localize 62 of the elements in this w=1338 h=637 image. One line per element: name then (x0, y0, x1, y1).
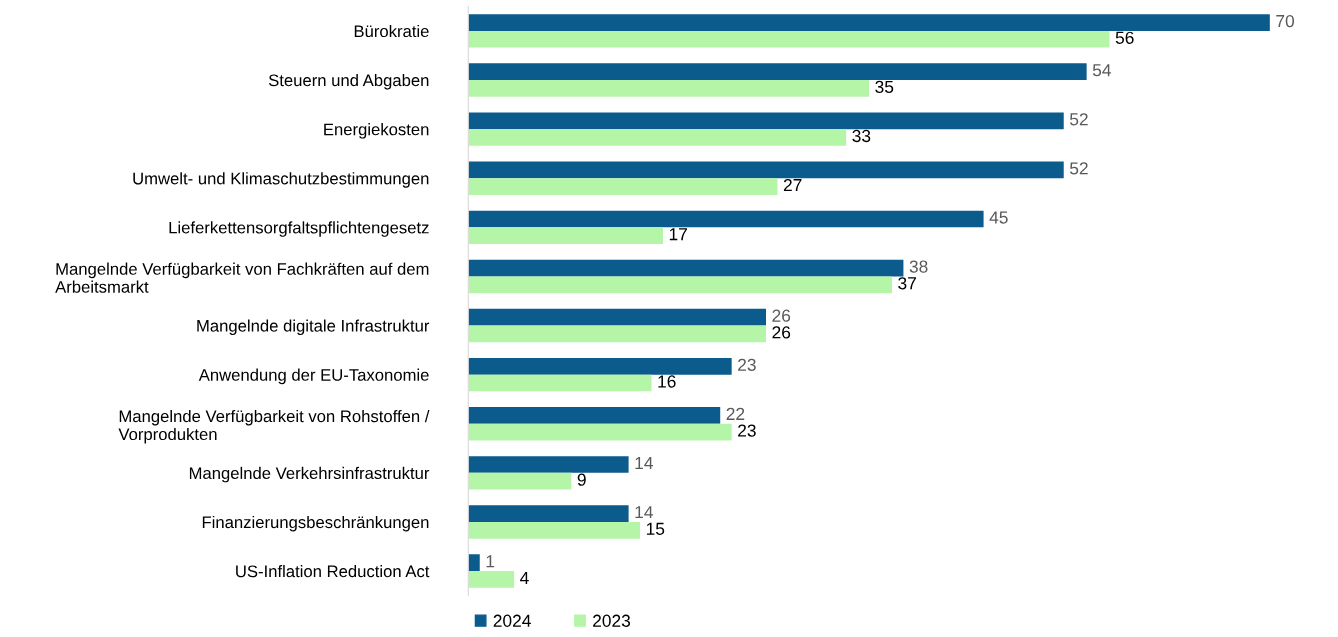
y-tick-label: Mangelnde Verkehrsinfrastruktur (189, 466, 430, 483)
data-label: 23 (738, 424, 756, 437)
data-label: 33 (852, 129, 871, 143)
bar (468, 227, 663, 245)
bar (468, 571, 515, 588)
bar (468, 357, 732, 375)
data-label: 70 (1276, 14, 1295, 28)
y-tick-label: Anwendung der EU-Taxonomie (198, 368, 429, 385)
bar (468, 472, 572, 490)
y-tick-label: Mangelnde Verfügbarkeit von Fachkräften auf dem Arbeitsmarkt (55, 262, 429, 293)
y-tick-label: Mangelnde digitale Infrastruktur (197, 319, 430, 336)
data-label: 52 (1069, 162, 1088, 175)
bar (468, 407, 721, 424)
bar (468, 80, 870, 97)
y-tick-label: Mangelnde Verfügbarkeit von Rohstoffen / Vorprodukten (118, 409, 430, 444)
data-label: 22 (726, 407, 745, 420)
data-label: 54 (1092, 64, 1111, 77)
bar (468, 554, 480, 572)
data-label: 26 (772, 309, 791, 322)
data-label: 14 (635, 506, 653, 519)
bar (468, 276, 892, 294)
bar (468, 325, 767, 343)
bar (468, 456, 629, 473)
bar (468, 374, 652, 392)
y-tick-label: Lieferkettensorgfaltspflichtengesetz (169, 221, 429, 237)
data-label: 38 (909, 260, 928, 273)
data-label: 37 (898, 277, 916, 290)
data-label: 14 (635, 457, 653, 469)
data-label: 26 (772, 326, 791, 339)
bar (468, 210, 984, 228)
bar (468, 308, 767, 326)
data-label: 27 (783, 178, 802, 192)
legend-label: 2023 (593, 614, 631, 627)
data-label: 15 (646, 522, 665, 535)
data-label: 17 (669, 228, 687, 241)
data-label: 52 (1069, 113, 1088, 126)
data-label: 56 (1115, 31, 1134, 44)
bar (468, 14, 1270, 31)
bar (468, 112, 1064, 130)
bar (468, 259, 904, 277)
data-label: 1 (486, 555, 495, 568)
bar (468, 129, 847, 146)
bar (468, 161, 1064, 179)
bar (468, 505, 629, 522)
y-tick-label: US-Inflation Reduction Act (236, 565, 430, 578)
bar (468, 521, 641, 539)
y-tick-label: Bürokratie (354, 24, 429, 38)
y-tick-label: Energiekosten (324, 123, 429, 139)
y-tick-label: Steuern und Abgaben (268, 73, 429, 90)
data-label: 16 (658, 375, 676, 388)
bar (468, 178, 778, 195)
data-label: 45 (989, 211, 1008, 224)
bar (468, 63, 1087, 81)
data-label: 4 (520, 571, 529, 584)
y-tick-label: Umwelt- und Klimaschutzbestimmungen (133, 172, 429, 188)
y-tick-label: Finanzierungsbeschränkungen (202, 515, 429, 532)
bar (468, 423, 732, 441)
data-label: 35 (875, 80, 894, 94)
data-label: 23 (738, 358, 756, 371)
legend-label: 2024 (493, 614, 531, 627)
data-label: 9 (577, 473, 586, 486)
bar (468, 30, 1110, 48)
